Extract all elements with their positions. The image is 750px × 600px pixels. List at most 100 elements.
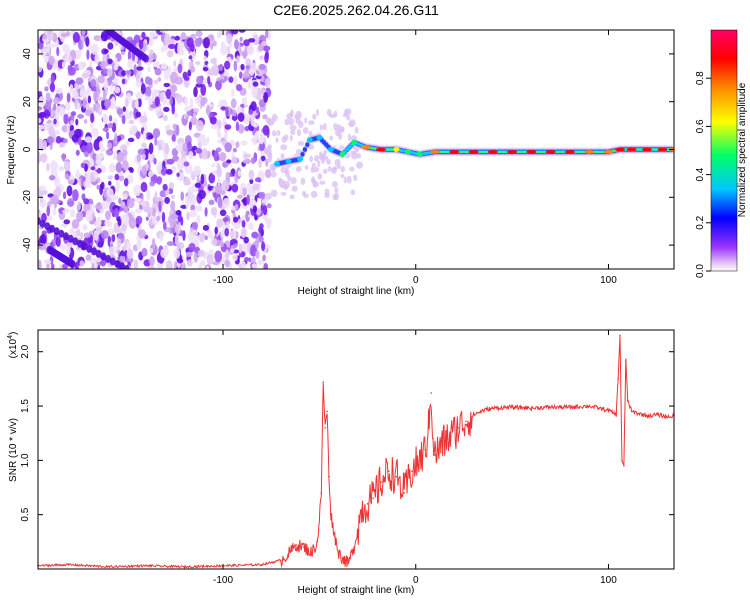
spectrogram-noise-blob — [246, 194, 250, 205]
spectrogram-noise-blob — [188, 151, 194, 160]
snr-y-tick-label: 1.5 — [20, 399, 31, 413]
spectrogram-noise-blob — [159, 93, 164, 103]
spectrogram-noise-blob — [133, 64, 137, 76]
spectrogram-noise-blob — [141, 153, 146, 160]
spectrogram-noise-blob — [203, 55, 207, 61]
snr-point — [341, 557, 344, 559]
spectrogram-noise-blob — [258, 157, 262, 169]
spectrogram-noise-blob — [68, 55, 73, 63]
spectrogram-noise-blob — [212, 187, 216, 193]
spectrogram-noise-blob — [123, 177, 129, 187]
spectrogram-noise-blob — [158, 200, 162, 212]
spectrogram-noise-blob — [148, 151, 153, 163]
spectrogram-noise-blob — [124, 70, 132, 75]
spectrogram-ridge-point — [285, 158, 292, 164]
spectrogram-noise-blob — [135, 80, 142, 88]
spectrogram-noise-blob — [135, 72, 140, 83]
spectrogram-noise-blob — [50, 74, 55, 85]
spectrogram-noise-blob — [108, 115, 113, 122]
spectrogram-noise-blob — [225, 106, 229, 118]
spectrogram-noise-blob — [63, 219, 71, 225]
spectrogram-noise-blob — [329, 135, 334, 141]
spectrogram-noise-blob — [259, 132, 265, 138]
spectrogram-noise-blob — [61, 263, 69, 269]
spectrogram-noise-blob — [86, 86, 91, 98]
spectrogram-noise-blob — [262, 125, 270, 136]
spectrogram-noise-blob — [340, 126, 345, 133]
spectrogram-noise-blob — [231, 183, 239, 193]
spectrogram-noise-blob — [56, 46, 60, 57]
spectrogram-noise-blob — [148, 35, 154, 47]
spectrogram-noise-blob — [237, 124, 245, 134]
spectrogram-noise-blob — [242, 71, 249, 79]
spectrogram-noise-blob — [205, 265, 210, 269]
spectrogram-ridge-point — [339, 151, 346, 157]
spectrogram-noise-blob — [343, 176, 347, 184]
snr-point — [287, 552, 290, 555]
spectrogram-noise-blob — [38, 118, 42, 124]
spectrogram-noise-blob — [164, 142, 169, 155]
snr-point — [303, 546, 305, 549]
snr-y-label: SNR (10 * v/v) — [8, 418, 19, 482]
spectrogram-noise-blob — [235, 83, 243, 92]
spectrogram-ridge-point — [526, 150, 537, 154]
spectrogram-noise-blob — [111, 234, 116, 243]
spectrogram-noise-blob — [87, 95, 92, 104]
spectrogram-noise-blob — [93, 257, 102, 263]
spectrogram-noise-blob — [220, 106, 227, 111]
spectrogram-noise-blob — [136, 153, 142, 162]
spectrogram-noise-blob — [345, 108, 352, 116]
spectrogram-noise-blob — [155, 215, 161, 222]
spectrogram-noise-blob — [122, 193, 128, 200]
spectrogram-noise-blob — [148, 142, 154, 155]
snr-point — [549, 406, 552, 408]
spectrogram-noise-blob — [319, 180, 326, 185]
spectrogram-noise-blob — [163, 69, 171, 81]
spectrogram-noise-blob — [94, 164, 99, 171]
spectrogram-noise-blob — [237, 194, 243, 199]
spectrogram-noise-blob — [149, 217, 154, 226]
spectrogram-noise-blob — [59, 142, 63, 149]
snr-point — [334, 535, 336, 538]
spectrogram-noise-blob — [144, 95, 149, 101]
spectrogram-noise-blob — [42, 139, 48, 150]
snr-point — [324, 426, 326, 429]
spectrogram-streak — [39, 219, 46, 228]
spectrogram-noise-blob — [89, 157, 94, 167]
spectrogram-noise-blob — [234, 39, 239, 50]
spectrogram-noise-blob — [354, 126, 359, 134]
spectrogram-noise-blob — [270, 189, 278, 197]
spectrogram-noise-blob — [77, 201, 81, 211]
spectrogram-noise-blob — [280, 144, 288, 151]
spectrogram-noise-blob — [310, 190, 318, 198]
spectrogram-noise-blob — [149, 31, 158, 38]
spectrogram-noise-blob — [190, 43, 195, 52]
spectrogram-noise-blob — [224, 124, 232, 130]
spectrogram-noise-blob — [225, 249, 230, 260]
spectrogram-noise-blob — [74, 261, 79, 269]
spectrogram-streak — [72, 237, 79, 246]
spectrogram-noise-blob — [126, 36, 133, 41]
spectrogram-noise-blob — [283, 134, 289, 141]
spectrogram-noise-blob — [191, 221, 199, 230]
spectrogram-noise-blob — [339, 145, 345, 150]
spectrogram-noise-blob — [180, 216, 184, 226]
spectrogram-noise-blob — [107, 175, 113, 180]
spectrogram-noise-blob — [204, 207, 208, 217]
spectrogram-noise-blob — [54, 105, 63, 117]
spectrogram-noise-blob — [86, 141, 93, 154]
spectrogram-noise-blob — [288, 117, 295, 126]
spectrogram-noise-blob — [62, 153, 66, 162]
spectrogram-noise-blob — [190, 116, 198, 126]
spectrogram-noise-blob — [135, 111, 142, 118]
spectrogram-noise-blob — [58, 263, 64, 269]
spectrogram-noise-blob — [255, 130, 259, 140]
spectrogram-noise-blob — [254, 177, 262, 183]
spectrogram-noise-blob — [206, 105, 211, 116]
spectrogram-noise-blob — [135, 66, 144, 71]
spectrogram-noise-blob — [103, 79, 109, 91]
spectrogram-noise-blob — [48, 43, 56, 48]
spectrogram-noise-blob — [250, 244, 258, 257]
spectrogram-y-tick-label: 40 — [22, 48, 33, 60]
spectrogram-noise-blob — [202, 67, 209, 72]
